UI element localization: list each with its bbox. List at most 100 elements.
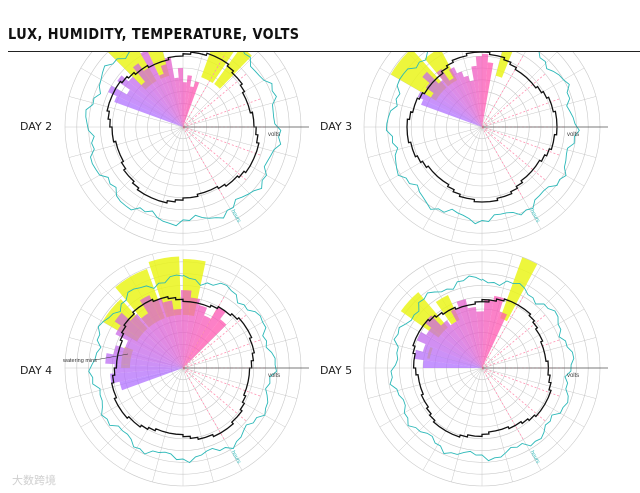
- humidity-ray: [425, 83, 482, 127]
- grid-spoke: [451, 126, 483, 242]
- grid-spoke: [80, 126, 184, 187]
- grid-spoke: [68, 126, 184, 158]
- grid-spoke: [99, 367, 184, 452]
- temperature-spoke: [182, 126, 261, 156]
- teal-trace: [85, 52, 282, 227]
- humidity-ray: [463, 75, 482, 127]
- humidity-ray: [482, 53, 489, 127]
- humidity-ray: [482, 299, 494, 368]
- grid-spoke: [481, 308, 585, 369]
- grid-spoke: [451, 367, 483, 483]
- humidity-ray: [476, 311, 484, 368]
- humidity-ray: [128, 76, 183, 127]
- grid-spoke: [182, 367, 243, 471]
- humidity-ray: [183, 305, 208, 368]
- humidity-ray: [141, 313, 183, 368]
- grid-spoke: [422, 367, 483, 471]
- humidity-ray: [482, 295, 504, 368]
- teal-trace: [88, 274, 277, 464]
- teal-trace: [389, 275, 575, 462]
- humidity-ray: [436, 69, 482, 127]
- grid-spoke: [481, 367, 566, 452]
- teal-trace: [385, 52, 580, 225]
- humidity-ray: [450, 321, 482, 368]
- grid-spoke: [182, 126, 214, 242]
- grid-spoke: [123, 367, 184, 471]
- grid-spoke: [481, 126, 566, 211]
- temperature-spoke: [481, 367, 560, 397]
- grid-spoke: [182, 367, 267, 452]
- day-label-4: DAY 5: [320, 364, 353, 377]
- humidity-ray: [414, 349, 482, 368]
- humidity-ray: [183, 297, 201, 368]
- grid-spoke: [68, 96, 184, 128]
- humidity-ray: [183, 81, 200, 127]
- humidity-ray: [423, 360, 482, 368]
- humidity-ray: [177, 68, 183, 127]
- humidity-ray: [114, 312, 183, 368]
- humidity-ray: [126, 89, 183, 127]
- humidity-ray: [115, 325, 183, 368]
- humidity-ray: [143, 67, 183, 127]
- temperature-spoke: [481, 367, 524, 440]
- grid-spoke: [481, 52, 558, 128]
- temperature-spoke: [182, 126, 247, 181]
- humidity-ray: [174, 77, 183, 127]
- humidity-ray: [448, 67, 482, 127]
- grid-spoke: [481, 367, 585, 428]
- humidity-ray: [482, 311, 507, 368]
- grid-spoke: [182, 126, 267, 211]
- chart-title: LUX, HUMIDITY, TEMPERATURE, VOLTS: [8, 25, 300, 43]
- humidity-ray: [164, 57, 183, 127]
- grid-spoke: [80, 367, 184, 428]
- humidity-ray: [457, 71, 482, 127]
- volts-outline: [110, 295, 256, 441]
- temperature-spoke: [182, 73, 247, 128]
- day-label-3: DAY 4: [20, 364, 53, 377]
- humidity-ray: [426, 327, 482, 368]
- grid-spoke: [481, 126, 597, 158]
- grid-spoke: [182, 308, 286, 369]
- grid-spoke: [182, 52, 259, 128]
- grid-spoke: [182, 126, 298, 158]
- temperature-spoke: [182, 367, 247, 422]
- grid-spoke: [481, 126, 513, 242]
- grid-spoke: [123, 126, 184, 230]
- grid-spoke: [182, 367, 298, 399]
- humidity-ray: [449, 77, 482, 127]
- grid-spoke: [379, 367, 483, 428]
- grid-spoke: [398, 367, 483, 452]
- grid-spoke: [481, 367, 597, 399]
- title-rule: [8, 51, 640, 52]
- humidity-ray: [117, 75, 183, 127]
- humidity-ray: [105, 353, 183, 368]
- temperature-spoke: [481, 367, 546, 422]
- temperature-spoke: [481, 339, 560, 369]
- humidity-ray: [132, 63, 183, 127]
- humidity-ray: [152, 298, 183, 368]
- temperature-spoke: [481, 296, 524, 369]
- humidity-ray: [173, 309, 183, 368]
- humidity-ray: [183, 82, 187, 127]
- humidity-ray: [159, 73, 183, 127]
- grid-spoke: [481, 367, 542, 471]
- humidity-ray: [124, 340, 183, 368]
- humidity-ray: [183, 75, 193, 127]
- lux-sector: [424, 52, 458, 87]
- volts-axis-label: volts: [268, 132, 280, 138]
- volts-axis-label: volts: [567, 373, 579, 379]
- lux-sector: [435, 295, 460, 325]
- temperature-spoke: [481, 126, 560, 156]
- humidity-ray: [422, 71, 482, 127]
- humidity-ray: [450, 307, 482, 368]
- grid-spoke: [182, 337, 298, 369]
- temperature-spoke: [182, 314, 247, 369]
- humidity-ray: [482, 62, 494, 127]
- temperature-spoke: [182, 367, 225, 440]
- grid-spoke: [481, 337, 597, 369]
- humidity-ray: [424, 315, 482, 368]
- volts-axis-label: volts: [268, 373, 280, 379]
